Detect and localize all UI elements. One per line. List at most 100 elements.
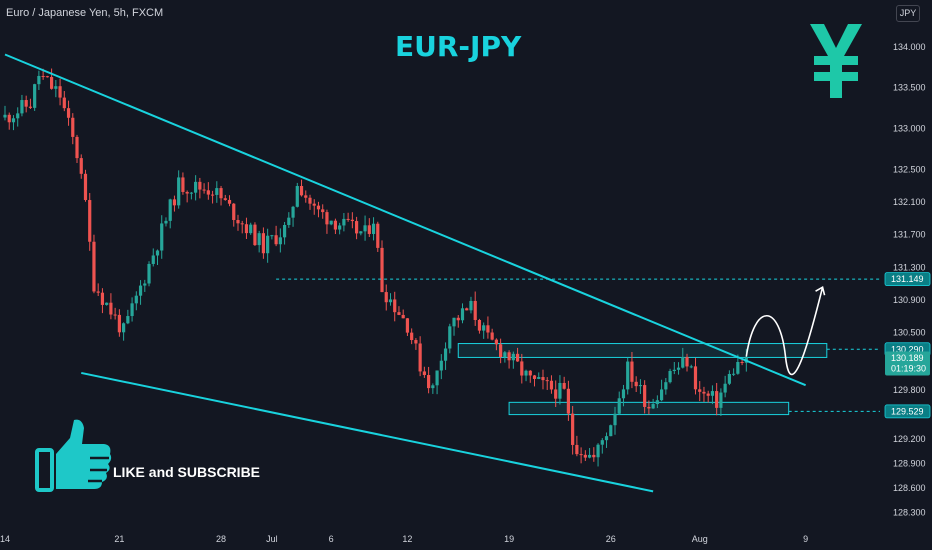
price-tick: 133.500 — [893, 83, 926, 93]
candle — [299, 186, 304, 196]
candle — [117, 314, 121, 333]
candle — [189, 192, 193, 194]
price-label-text: 130.189 — [891, 353, 924, 363]
price-tick: 132.500 — [893, 164, 926, 174]
candle — [477, 320, 482, 331]
candle — [634, 381, 638, 387]
time-tick: 28 — [216, 534, 226, 544]
candle — [592, 454, 596, 458]
candle — [215, 188, 219, 195]
candle — [138, 285, 143, 296]
candle — [414, 340, 418, 344]
bar-countdown: 01:19:30 — [891, 364, 926, 374]
candle — [227, 199, 232, 204]
candle — [100, 292, 105, 305]
time-axis[interactable]: 14 21 28 Jul 6 12 19 26 Aug 9 — [0, 534, 808, 544]
candle — [278, 237, 282, 245]
candle — [33, 84, 37, 108]
candle — [88, 200, 92, 242]
candle — [143, 283, 147, 286]
candle — [401, 314, 405, 319]
candle — [206, 190, 210, 195]
candle — [359, 231, 363, 234]
candle — [448, 326, 452, 349]
candle — [621, 389, 626, 399]
candle — [130, 303, 134, 317]
candle — [583, 454, 587, 458]
projection-arrowhead — [815, 285, 826, 296]
candle — [427, 375, 431, 389]
candle — [20, 100, 24, 114]
candle — [698, 389, 702, 392]
candle — [257, 233, 261, 246]
candle — [609, 425, 613, 437]
candle — [431, 385, 435, 389]
thumbs-up-icon — [35, 419, 112, 492]
candle — [198, 181, 202, 190]
price-axis[interactable]: 134.000 133.500 133.000 132.500 132.100 131.7… — [884, 42, 931, 517]
candle — [11, 118, 16, 123]
candle — [706, 393, 710, 396]
candle — [126, 316, 130, 324]
candle — [274, 235, 278, 245]
candle — [83, 173, 88, 201]
candle — [600, 440, 604, 445]
like-subscribe-text: LIKE and SUBSCRIBE — [113, 464, 261, 480]
candle — [219, 188, 223, 199]
candle — [659, 389, 664, 401]
candle — [520, 361, 524, 376]
candle — [371, 223, 376, 234]
time-tick: 9 — [803, 534, 808, 544]
price-tick: 131.700 — [893, 230, 926, 240]
price-label-text: 131.149 — [891, 274, 924, 284]
candle — [134, 295, 138, 304]
candle — [410, 332, 414, 341]
currency-button[interactable]: JPY — [896, 5, 920, 22]
candle — [54, 86, 58, 89]
lower-trendline — [81, 371, 654, 493]
candle — [321, 209, 325, 213]
candle — [210, 194, 215, 196]
candle — [244, 224, 249, 234]
candle — [316, 205, 321, 210]
candle — [435, 370, 439, 386]
price-tick: 128.600 — [893, 483, 926, 493]
candle — [96, 291, 100, 293]
lines-layer — [4, 53, 880, 493]
candle — [456, 317, 460, 321]
candle — [668, 370, 672, 383]
candle — [422, 371, 426, 376]
candle — [202, 189, 206, 191]
time-tick: 19 — [504, 534, 514, 544]
candle — [367, 225, 371, 234]
candle — [579, 454, 583, 456]
candle — [554, 389, 558, 399]
candle — [482, 325, 486, 331]
candle — [702, 391, 706, 394]
candle — [566, 388, 571, 414]
candle — [253, 224, 257, 246]
time-tick: Jul — [266, 534, 278, 544]
candle — [79, 158, 83, 174]
candles-layer — [3, 68, 748, 467]
candle — [338, 225, 342, 230]
time-tick: 21 — [114, 534, 124, 544]
candle — [723, 383, 727, 393]
candle — [194, 181, 198, 193]
candle — [147, 263, 151, 284]
candle — [393, 299, 397, 313]
symbol-title[interactable]: Euro / Japanese Yen, 5h, FXCM — [6, 7, 164, 19]
time-tick: Aug — [692, 534, 708, 544]
candle — [37, 75, 41, 85]
price-tick: 128.900 — [893, 458, 926, 468]
candle — [28, 106, 33, 108]
candle — [45, 76, 49, 78]
candle — [460, 308, 465, 321]
candle — [376, 223, 380, 248]
candle — [181, 177, 185, 192]
candle — [494, 339, 498, 345]
candle — [528, 370, 532, 376]
candle — [545, 380, 549, 382]
candle — [354, 221, 359, 234]
